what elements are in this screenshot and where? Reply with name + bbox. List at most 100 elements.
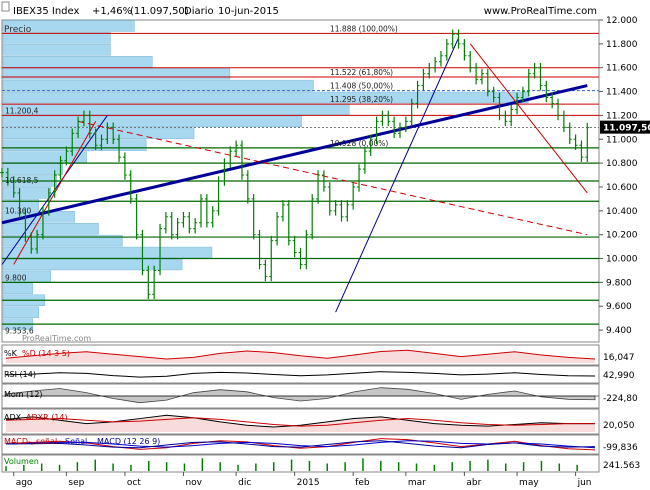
volume-profile-bar xyxy=(2,32,111,44)
price-bar xyxy=(561,110,566,133)
level-annotation: 11.200,4 xyxy=(5,106,39,115)
price-bar xyxy=(46,188,51,216)
price-bar xyxy=(362,146,367,174)
volume-profile-bar xyxy=(2,187,52,199)
volume-profile-bar xyxy=(2,258,183,271)
price-bar xyxy=(368,134,373,156)
price-bar xyxy=(520,86,525,103)
level-annotation: 10.928 (0,00%) xyxy=(330,139,388,148)
price-bar xyxy=(427,62,432,79)
x-tick-label: sep xyxy=(68,478,84,488)
rsi-value: 42,990 xyxy=(603,371,635,381)
adxr-label: ADXR (14) xyxy=(26,413,68,422)
price-bar xyxy=(163,212,168,234)
price-bar xyxy=(199,194,203,228)
price-bar xyxy=(491,86,496,103)
y-tick-label: 10.800 xyxy=(606,159,638,169)
volume-profile-bar xyxy=(2,222,99,235)
indicator-series-line xyxy=(5,417,595,427)
y-tick-label: 9.400 xyxy=(606,326,632,336)
price-bar xyxy=(204,194,209,228)
indicator-panel xyxy=(1,383,600,409)
indicator-panel xyxy=(1,434,600,455)
y-tick-label: 11.600 xyxy=(606,64,638,74)
price-bars xyxy=(0,29,590,300)
price-bar xyxy=(304,229,309,270)
indicator-series-line xyxy=(5,438,596,451)
price-bar xyxy=(321,170,326,192)
y-tick-label: 10.000 xyxy=(606,255,638,265)
price-bar xyxy=(532,62,537,79)
precio-label: Precio xyxy=(4,25,32,35)
macd-value: -99,836 xyxy=(603,443,638,453)
price-bar xyxy=(280,200,285,222)
expand-icon[interactable] xyxy=(1,1,10,12)
trendline xyxy=(335,37,459,313)
x-tick-label: 2015 xyxy=(297,478,320,488)
volume-profile-bar xyxy=(2,20,135,32)
price-bar xyxy=(544,80,549,103)
x-tick-label: oct xyxy=(127,478,141,488)
level-annotation: 10.360 xyxy=(5,207,31,216)
price-bar xyxy=(0,167,4,178)
indicator-panel xyxy=(1,454,600,473)
price-bar xyxy=(468,51,473,73)
indicator-frame xyxy=(1,454,600,473)
y-tick-label: 9.800 xyxy=(606,278,632,288)
volume-profile-bar xyxy=(2,282,34,295)
stoch-d-label: %D (14 3 5) xyxy=(22,349,70,358)
symbol-label: IBEX35 Index xyxy=(13,6,79,17)
price-bar xyxy=(515,92,520,115)
price-bar xyxy=(222,158,227,186)
stoch-k-label: %K xyxy=(4,349,18,358)
price-bar xyxy=(105,122,110,145)
price-bar xyxy=(64,146,69,166)
mom-label: Mom (12) xyxy=(4,390,43,399)
price-bar xyxy=(503,110,508,127)
level-annotation: 11.888 (100,00%) xyxy=(330,24,398,33)
x-tick-label: ago xyxy=(16,478,33,488)
volume-profile-bar xyxy=(2,306,40,318)
trendline xyxy=(469,43,588,194)
indicator-series-line xyxy=(5,349,596,360)
volume-profile-bar xyxy=(2,163,63,175)
price-bar xyxy=(333,200,338,216)
volume-profile-bar xyxy=(2,79,314,92)
price-bar xyxy=(263,259,268,282)
price-bar xyxy=(327,182,332,216)
price-bar xyxy=(509,104,514,127)
volume-profile-bar xyxy=(2,246,213,259)
price-bar xyxy=(474,62,479,85)
price-bar xyxy=(111,122,116,145)
price-bar xyxy=(415,80,420,109)
last-price-marker: 11.097,50 xyxy=(600,120,650,134)
price-bar xyxy=(485,68,490,97)
y-tick-label: 10.400 xyxy=(606,207,638,217)
price-bar xyxy=(567,122,572,145)
price-bar xyxy=(438,51,443,67)
rsi-label: RSI (14) xyxy=(4,370,36,379)
volume-value: 241.563 xyxy=(603,461,640,471)
volume-profile-bar xyxy=(2,115,302,128)
price-bar xyxy=(169,212,174,240)
price-bar xyxy=(538,62,543,91)
y-tick-label: 11.800 xyxy=(606,40,638,50)
price-bar xyxy=(175,217,180,240)
last-paren-label: (11.097,50) xyxy=(130,6,189,17)
level-annotations: 11.888 (100,00%) 11.522 (61,80%) 11.408 (5… xyxy=(5,24,398,335)
price-bar xyxy=(497,92,502,121)
price-bar xyxy=(210,206,215,228)
x-tick-label: feb xyxy=(355,478,370,488)
volume-profile-bar xyxy=(2,44,111,56)
level-annotation: 11.408 (50,00%) xyxy=(330,82,393,91)
price-bar xyxy=(286,200,291,246)
price-bar xyxy=(117,134,122,162)
trendline xyxy=(77,120,588,236)
level-annotation: 9.353,6 xyxy=(5,327,34,336)
indicator-series-line xyxy=(5,414,595,428)
price-bar xyxy=(456,29,461,49)
x-tick-label: nov xyxy=(185,478,202,488)
price-bar xyxy=(403,116,408,133)
y-axis: 12.000 11.800 11.600 11.400 11.200 11.000 10.8… xyxy=(599,16,638,336)
